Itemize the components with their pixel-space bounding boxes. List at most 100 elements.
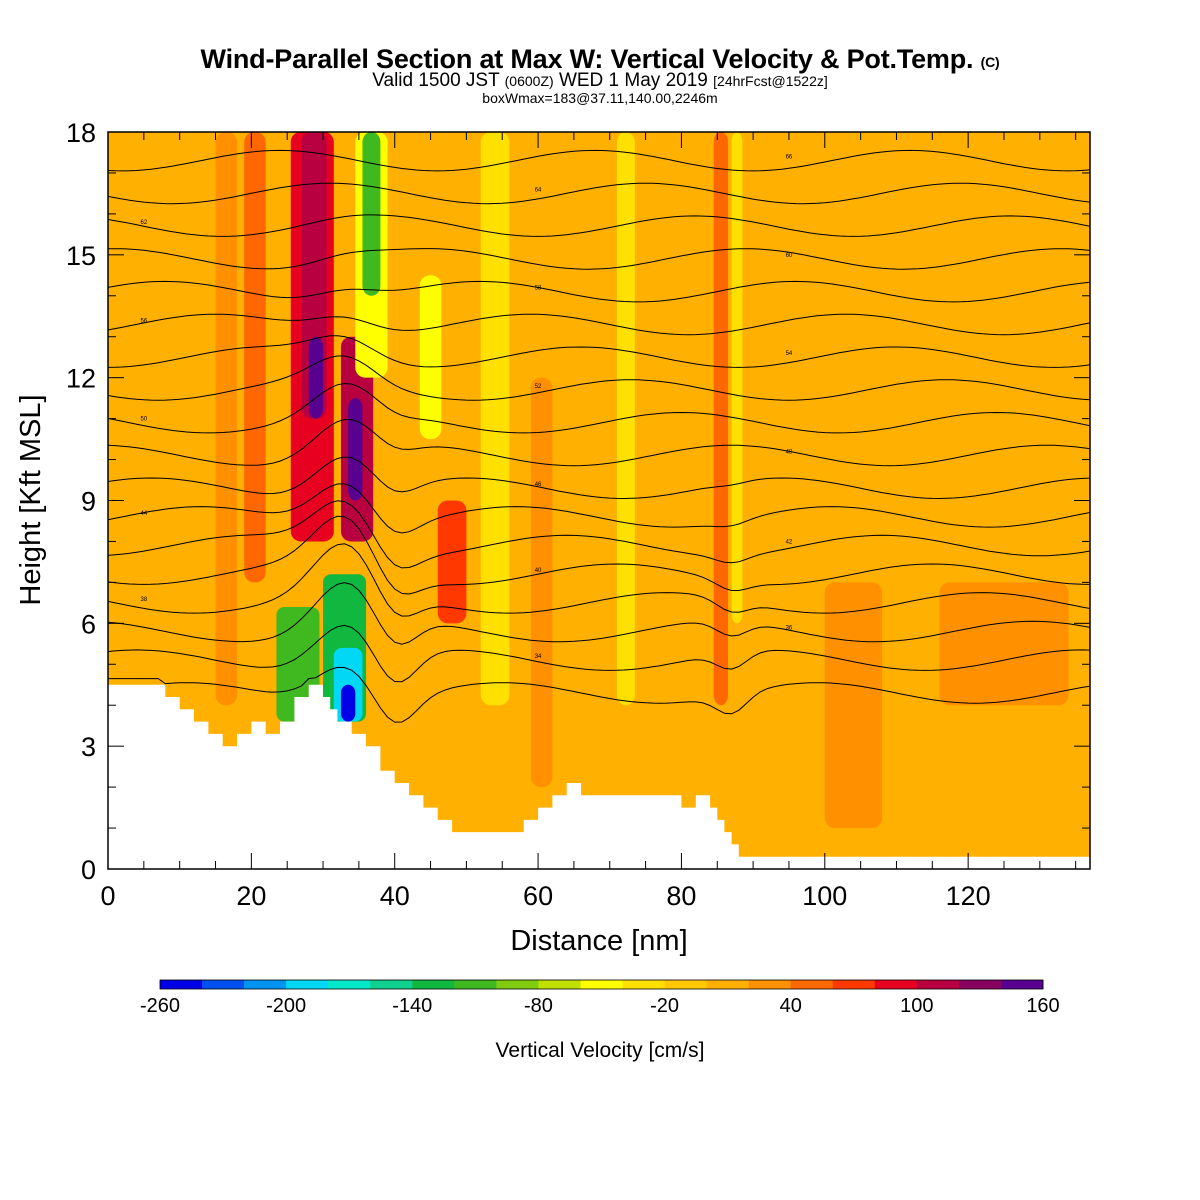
- colorbar-swatch: [958, 980, 1002, 989]
- x-axis-title: Distance [nm]: [510, 925, 687, 957]
- weak-downdraft-88nm: [731, 132, 743, 624]
- chart-title: Wind-Parallel Section at Max W: Vertical…: [200, 44, 1000, 74]
- colorbar-swatch: [496, 980, 539, 989]
- x-tick-label: 120: [946, 881, 991, 911]
- theta-contour-60: [108, 248, 1090, 270]
- theta-contour-label: 66: [786, 155, 793, 161]
- valid-time-line: Valid 1500 JST (0600Z) WED 1 May 2019 [2…: [372, 70, 828, 91]
- theta-contour-42: [108, 500, 1090, 569]
- theta-contour-40: [108, 515, 1090, 595]
- theta-contour-label: 34: [535, 654, 542, 660]
- theta-contour-32: [108, 666, 1090, 723]
- theta-contour-label: 48: [786, 449, 793, 455]
- theta-contour-label: 44: [140, 511, 147, 517]
- terrain-fill: [108, 684, 1090, 869]
- colorbar-swatch: [790, 980, 834, 989]
- colorbar-swatch: [328, 980, 371, 989]
- theta-contour-label: 64: [535, 187, 542, 193]
- x-tick-label: 100: [802, 881, 847, 911]
- colorbar-swatch: [832, 980, 876, 989]
- theta-contour-label: 42: [786, 539, 793, 545]
- y-tick-label: 15: [66, 241, 96, 271]
- colorbar-swatch: [748, 980, 792, 989]
- colorbar-title: Vertical Velocity [cm/s]: [496, 1039, 705, 1062]
- theta-contour-58: [108, 280, 1090, 303]
- theta-contour-46: [108, 456, 1090, 500]
- colorbar-swatch: [916, 980, 960, 989]
- theta-contour-38: [108, 543, 1090, 617]
- colorbar-swatch: [874, 980, 918, 989]
- theta-contour-label: 62: [140, 220, 147, 226]
- theta-contour-label: 46: [535, 482, 542, 488]
- updraft-48nm: [437, 500, 467, 624]
- colorbar-swatch: [454, 980, 497, 989]
- theta-contour-44: [108, 483, 1090, 534]
- colorbar-swatch: [580, 980, 624, 989]
- x-tick-label: 60: [523, 881, 553, 911]
- theta-contour-label: 52: [535, 384, 542, 390]
- colorbar-tick-label: 160: [1026, 995, 1059, 1017]
- colorbar-tick-label: -260: [140, 995, 180, 1017]
- colorbar-swatch: [622, 980, 666, 989]
- colorbar-tick-label: -200: [266, 995, 306, 1017]
- downdraft-45nm: [419, 275, 442, 440]
- colorbar-swatch: [664, 980, 708, 989]
- copyright-mark: (C): [980, 54, 1000, 70]
- theta-contour-label: 60: [786, 253, 793, 259]
- box-info: boxWmax=183@37.11,140.00,2246m: [482, 90, 718, 106]
- terrain-mask: [108, 684, 1090, 869]
- theta-contour-label: 58: [535, 286, 542, 292]
- colorbar-tick-label: -80: [524, 995, 553, 1017]
- y-tick-label: 12: [66, 364, 96, 394]
- weak-updraft-100nm: [824, 582, 883, 829]
- secondary-updraft-core: [348, 398, 363, 501]
- potential-temperature-contours: 323436384042444648505254565860626466: [108, 149, 1090, 723]
- max-downdraft-core: [340, 684, 356, 722]
- colorbar-swatch: [1000, 980, 1044, 989]
- colorbar-tick-label: 40: [780, 995, 802, 1017]
- theta-contour-label: 50: [140, 417, 147, 423]
- theta-contour-48: [108, 418, 1090, 467]
- colorbar-swatch: [370, 980, 413, 989]
- theta-contour-34: [108, 624, 1090, 683]
- theta-contour-64: [108, 182, 1090, 205]
- weak-downdraft-72nm: [616, 132, 635, 706]
- colorbar-frame: [159, 979, 1044, 990]
- x-tick-label: 20: [236, 881, 266, 911]
- weak-downdraft-54nm: [480, 132, 510, 706]
- colorbar-tick-label: 100: [900, 995, 933, 1017]
- x-tick-label: 40: [380, 881, 410, 911]
- y-tick-label: 6: [81, 609, 96, 639]
- colorbar-tick-label: -20: [650, 995, 679, 1017]
- colorbar-swatch: [202, 980, 245, 989]
- theta-contour-label: 54: [786, 351, 793, 357]
- max-updraft-core: [308, 336, 324, 419]
- theta-contour-56: [108, 313, 1090, 336]
- colorbar-swatch: [244, 980, 287, 989]
- theta-contour-66: [108, 149, 1090, 172]
- updraft-band-20nm: [244, 132, 266, 583]
- theta-contour-54: [108, 335, 1090, 368]
- theta-contour-label: 40: [535, 568, 542, 574]
- theta-contour-52: [108, 355, 1090, 401]
- colorbar: -260 -200 -140 -80 -20 40 100 160: [140, 979, 1060, 1017]
- updraft-band-west: [215, 132, 238, 706]
- theta-contour-label: 38: [140, 597, 147, 603]
- x-tick-label: 80: [666, 881, 696, 911]
- downdraft-upper-core: [362, 132, 381, 296]
- y-tick-label: 18: [66, 118, 96, 148]
- theta-contour-62: [108, 214, 1090, 237]
- x-tick-label: 0: [100, 881, 115, 911]
- theta-contour-50: [108, 382, 1090, 434]
- y-tick-label: 3: [81, 732, 96, 762]
- theta-contour-label: 36: [786, 625, 793, 631]
- theta-contour-36: [108, 582, 1090, 645]
- theta-contour-label: 56: [140, 318, 147, 324]
- chart-title-block: Wind-Parallel Section at Max W: Vertical…: [100, 44, 1100, 106]
- colorbar-swatch: [706, 980, 750, 989]
- weak-updraft-60nm: [530, 377, 553, 788]
- colorbar-swatch: [538, 980, 581, 989]
- colorbar-tick-label: -140: [392, 995, 432, 1017]
